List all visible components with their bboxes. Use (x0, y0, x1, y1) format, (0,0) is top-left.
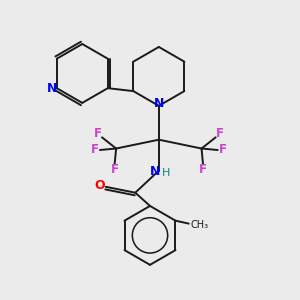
Text: F: F (94, 127, 102, 140)
Text: F: F (91, 143, 99, 156)
Text: H: H (162, 168, 170, 178)
Text: F: F (198, 163, 206, 176)
Text: F: F (219, 143, 227, 156)
Text: F: F (216, 127, 224, 140)
Text: N: N (150, 165, 160, 178)
Text: CH₃: CH₃ (190, 220, 208, 230)
Text: F: F (111, 163, 119, 176)
Text: O: O (94, 179, 105, 192)
Text: N: N (154, 97, 164, 110)
Text: N: N (47, 82, 58, 95)
